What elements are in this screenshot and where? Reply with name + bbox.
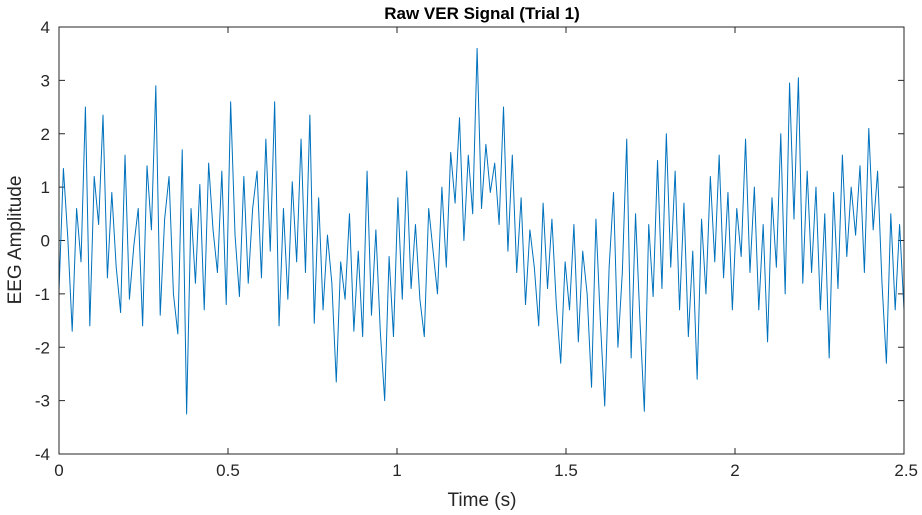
- x-tick-label: 2: [730, 461, 739, 480]
- y-tick-label: 1: [41, 178, 50, 197]
- x-tick-label: 0.5: [216, 461, 240, 480]
- x-tick-label: 2.5: [894, 461, 918, 480]
- y-tick-label: -1: [35, 285, 50, 304]
- y-tick-label: 3: [41, 71, 50, 90]
- chart-title: Raw VER Signal (Trial 1): [384, 4, 580, 23]
- x-axis-label: Time (s): [448, 490, 517, 511]
- plot-area: [59, 27, 904, 454]
- y-tick-label: -2: [35, 338, 50, 357]
- y-tick-label: 0: [41, 232, 50, 251]
- x-axis-ticks: 0 0.5 1 1.5 2 2.5: [54, 27, 918, 480]
- series-line: [58, 47, 905, 415]
- x-tick-label: 1.5: [554, 461, 578, 480]
- y-tick-label: 4: [41, 18, 50, 37]
- y-axis-label: EEG Amplitude: [5, 176, 26, 305]
- y-tick-label: -3: [35, 392, 50, 411]
- y-axis-ticks: -4 -3 -2 -1 0 1 2 3 4: [35, 18, 904, 464]
- x-tick-label: 0: [54, 461, 63, 480]
- y-tick-label: 2: [41, 125, 50, 144]
- y-tick-label: -4: [35, 445, 50, 464]
- plot-frame: [58, 26, 905, 455]
- x-tick-label: 1: [392, 461, 401, 480]
